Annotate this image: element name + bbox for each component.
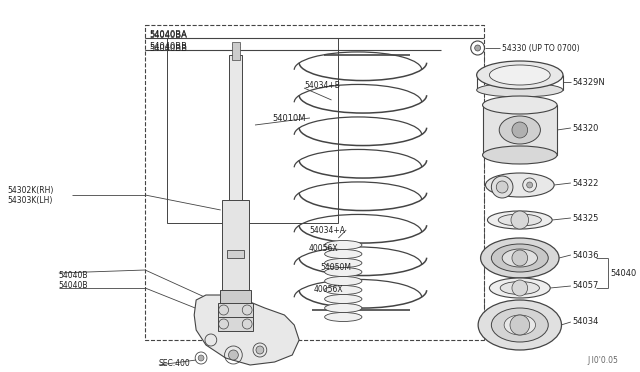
Bar xyxy=(218,303,253,317)
Text: 40056X: 40056X xyxy=(309,244,339,253)
Ellipse shape xyxy=(498,214,541,226)
Text: 54010M: 54010M xyxy=(273,113,306,122)
Ellipse shape xyxy=(324,285,362,295)
Ellipse shape xyxy=(324,276,362,285)
Ellipse shape xyxy=(496,181,508,193)
Ellipse shape xyxy=(500,282,540,295)
Text: 54034+B: 54034+B xyxy=(304,80,340,90)
Text: 54034+A: 54034+A xyxy=(309,225,345,234)
Bar xyxy=(220,304,251,318)
Ellipse shape xyxy=(324,250,362,259)
Ellipse shape xyxy=(502,249,538,267)
Text: 54329N: 54329N xyxy=(573,77,605,87)
Text: 54057: 54057 xyxy=(573,282,599,291)
Text: 54040BA: 54040BA xyxy=(149,29,187,38)
Text: 54034: 54034 xyxy=(573,317,599,327)
Ellipse shape xyxy=(499,116,540,144)
Bar xyxy=(167,38,339,223)
Bar xyxy=(232,42,240,60)
Bar xyxy=(228,55,243,255)
Circle shape xyxy=(510,315,530,335)
Bar xyxy=(221,200,249,310)
Ellipse shape xyxy=(486,173,554,197)
Circle shape xyxy=(512,280,527,296)
Circle shape xyxy=(527,182,532,188)
Ellipse shape xyxy=(490,65,550,85)
Bar xyxy=(145,25,484,340)
Ellipse shape xyxy=(477,61,563,89)
Circle shape xyxy=(198,355,204,361)
Text: 54040BB: 54040BB xyxy=(149,44,187,52)
Bar xyxy=(218,317,253,331)
Circle shape xyxy=(512,122,527,138)
Ellipse shape xyxy=(324,267,362,276)
Ellipse shape xyxy=(492,244,548,272)
Text: 54036: 54036 xyxy=(573,250,599,260)
Ellipse shape xyxy=(504,315,536,335)
Bar xyxy=(227,250,244,258)
Polygon shape xyxy=(194,292,299,365)
Ellipse shape xyxy=(492,176,513,198)
Text: 54040B: 54040B xyxy=(59,280,88,289)
Text: 54330 (UP TO 0700): 54330 (UP TO 0700) xyxy=(502,44,580,52)
Text: J I0'0.05: J I0'0.05 xyxy=(587,356,618,365)
Text: 54040: 54040 xyxy=(610,269,636,278)
Text: 54320: 54320 xyxy=(573,124,599,132)
Ellipse shape xyxy=(477,83,563,97)
Circle shape xyxy=(228,350,238,360)
Ellipse shape xyxy=(490,278,550,298)
Text: 54040B: 54040B xyxy=(59,272,88,280)
Circle shape xyxy=(512,250,527,266)
Ellipse shape xyxy=(483,96,557,114)
Text: 54302K(RH): 54302K(RH) xyxy=(8,186,54,195)
Ellipse shape xyxy=(324,241,362,250)
Ellipse shape xyxy=(324,295,362,304)
Text: 54040BB: 54040BB xyxy=(149,42,187,51)
Ellipse shape xyxy=(481,238,559,278)
Text: SEC.400: SEC.400 xyxy=(159,359,191,368)
Bar xyxy=(483,105,557,155)
Text: 54325: 54325 xyxy=(573,214,599,222)
Text: 54303K(LH): 54303K(LH) xyxy=(8,196,53,205)
Ellipse shape xyxy=(324,304,362,312)
Circle shape xyxy=(511,211,529,229)
Circle shape xyxy=(256,346,264,354)
Ellipse shape xyxy=(324,312,362,321)
Ellipse shape xyxy=(483,146,557,164)
Ellipse shape xyxy=(324,259,362,267)
Text: 54040BA: 54040BA xyxy=(149,31,187,39)
Ellipse shape xyxy=(488,211,552,229)
Circle shape xyxy=(475,45,481,51)
Ellipse shape xyxy=(492,308,548,342)
Ellipse shape xyxy=(478,300,561,350)
Text: 54050M: 54050M xyxy=(321,263,352,273)
Text: 40056X: 40056X xyxy=(314,285,344,295)
Text: 54322: 54322 xyxy=(573,179,599,187)
Bar xyxy=(220,290,251,304)
